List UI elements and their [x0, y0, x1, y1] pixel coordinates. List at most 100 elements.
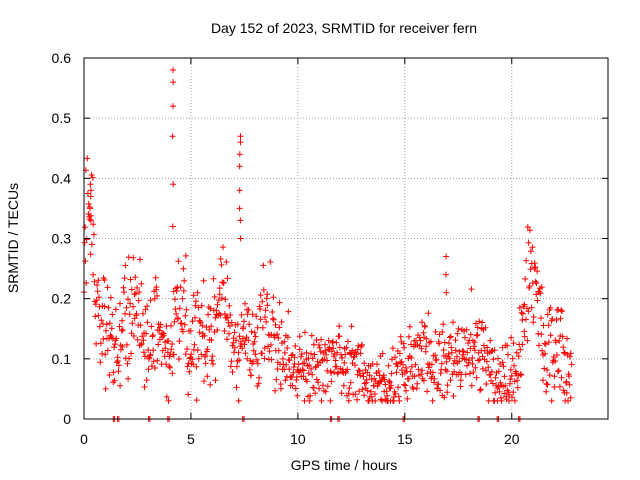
data-point	[545, 339, 552, 346]
data-point	[479, 319, 486, 326]
data-point	[441, 394, 448, 401]
data-point	[237, 139, 244, 146]
data-point	[226, 330, 232, 337]
data-point	[553, 317, 560, 323]
data-point	[134, 284, 141, 291]
data-point	[524, 305, 530, 312]
data-point	[366, 372, 373, 379]
data-point	[261, 345, 268, 352]
data-point	[154, 292, 161, 299]
data-point	[346, 385, 353, 392]
data-point	[136, 289, 143, 296]
data-point	[325, 337, 332, 344]
data-point	[491, 347, 498, 354]
data-point	[471, 339, 478, 346]
data-point	[278, 385, 284, 392]
data-point	[88, 241, 95, 248]
data-point	[119, 343, 126, 350]
data-point	[106, 372, 113, 378]
data-point	[474, 324, 481, 331]
data-point	[508, 372, 515, 379]
data-point	[410, 385, 417, 392]
data-point	[130, 333, 137, 339]
data-point	[292, 343, 299, 349]
data-point	[123, 341, 130, 348]
data-point	[536, 342, 542, 349]
data-point	[308, 332, 315, 339]
data-point	[306, 397, 313, 404]
x-tick-label: 5	[187, 431, 195, 447]
data-point	[250, 358, 257, 365]
data-point	[488, 348, 495, 355]
data-point	[564, 335, 570, 342]
data-point	[199, 322, 206, 329]
data-point	[548, 397, 555, 404]
data-point	[208, 357, 215, 364]
data-point	[276, 324, 283, 331]
data-point	[198, 351, 205, 358]
data-point	[363, 376, 370, 383]
data-point	[332, 357, 339, 364]
data-point	[84, 190, 91, 197]
data-point	[544, 381, 551, 388]
data-point	[156, 327, 163, 334]
data-point	[361, 360, 368, 367]
data-point	[549, 315, 556, 322]
data-point	[113, 335, 120, 342]
data-point	[275, 335, 282, 341]
data-point	[554, 368, 561, 375]
data-point	[104, 347, 111, 354]
data-point	[210, 275, 217, 282]
data-point	[313, 376, 320, 383]
data-point	[567, 394, 574, 401]
data-point	[521, 328, 528, 335]
data-point	[514, 377, 521, 384]
data-point	[195, 304, 202, 311]
data-point	[274, 331, 281, 338]
data-point	[275, 347, 282, 354]
data-point	[262, 307, 269, 314]
data-point	[288, 352, 295, 359]
data-point	[237, 133, 244, 140]
data-point	[301, 360, 308, 367]
data-point	[385, 362, 392, 369]
data-point	[145, 366, 152, 373]
data-point	[172, 306, 179, 313]
data-point	[353, 351, 360, 358]
data-point	[97, 340, 104, 347]
data-point	[505, 351, 511, 358]
data-point	[227, 363, 234, 370]
data-point	[182, 252, 189, 259]
data-point	[98, 317, 105, 324]
data-point	[140, 310, 146, 317]
data-point	[84, 155, 91, 162]
data-point	[253, 313, 260, 320]
data-point	[527, 248, 534, 255]
data-point	[542, 350, 548, 357]
data-point	[372, 397, 379, 404]
data-point	[412, 361, 419, 368]
data-point	[113, 359, 120, 366]
data-point	[492, 374, 499, 381]
data-point	[307, 350, 314, 357]
data-point	[322, 388, 329, 395]
data-point	[298, 353, 305, 360]
data-point	[454, 330, 461, 337]
data-point	[228, 358, 235, 365]
data-point	[138, 340, 145, 347]
data-point	[511, 362, 518, 369]
data-point	[485, 364, 492, 371]
data-point	[386, 379, 393, 386]
data-point	[210, 361, 216, 367]
data-point	[519, 341, 526, 348]
data-point	[249, 311, 256, 318]
data-point	[424, 370, 431, 377]
data-point	[431, 375, 438, 382]
data-point	[173, 310, 180, 317]
data-point	[314, 358, 321, 365]
data-point	[462, 334, 468, 341]
data-point	[547, 304, 554, 311]
data-point	[558, 308, 565, 315]
data-point	[127, 276, 134, 283]
data-point	[328, 369, 335, 376]
